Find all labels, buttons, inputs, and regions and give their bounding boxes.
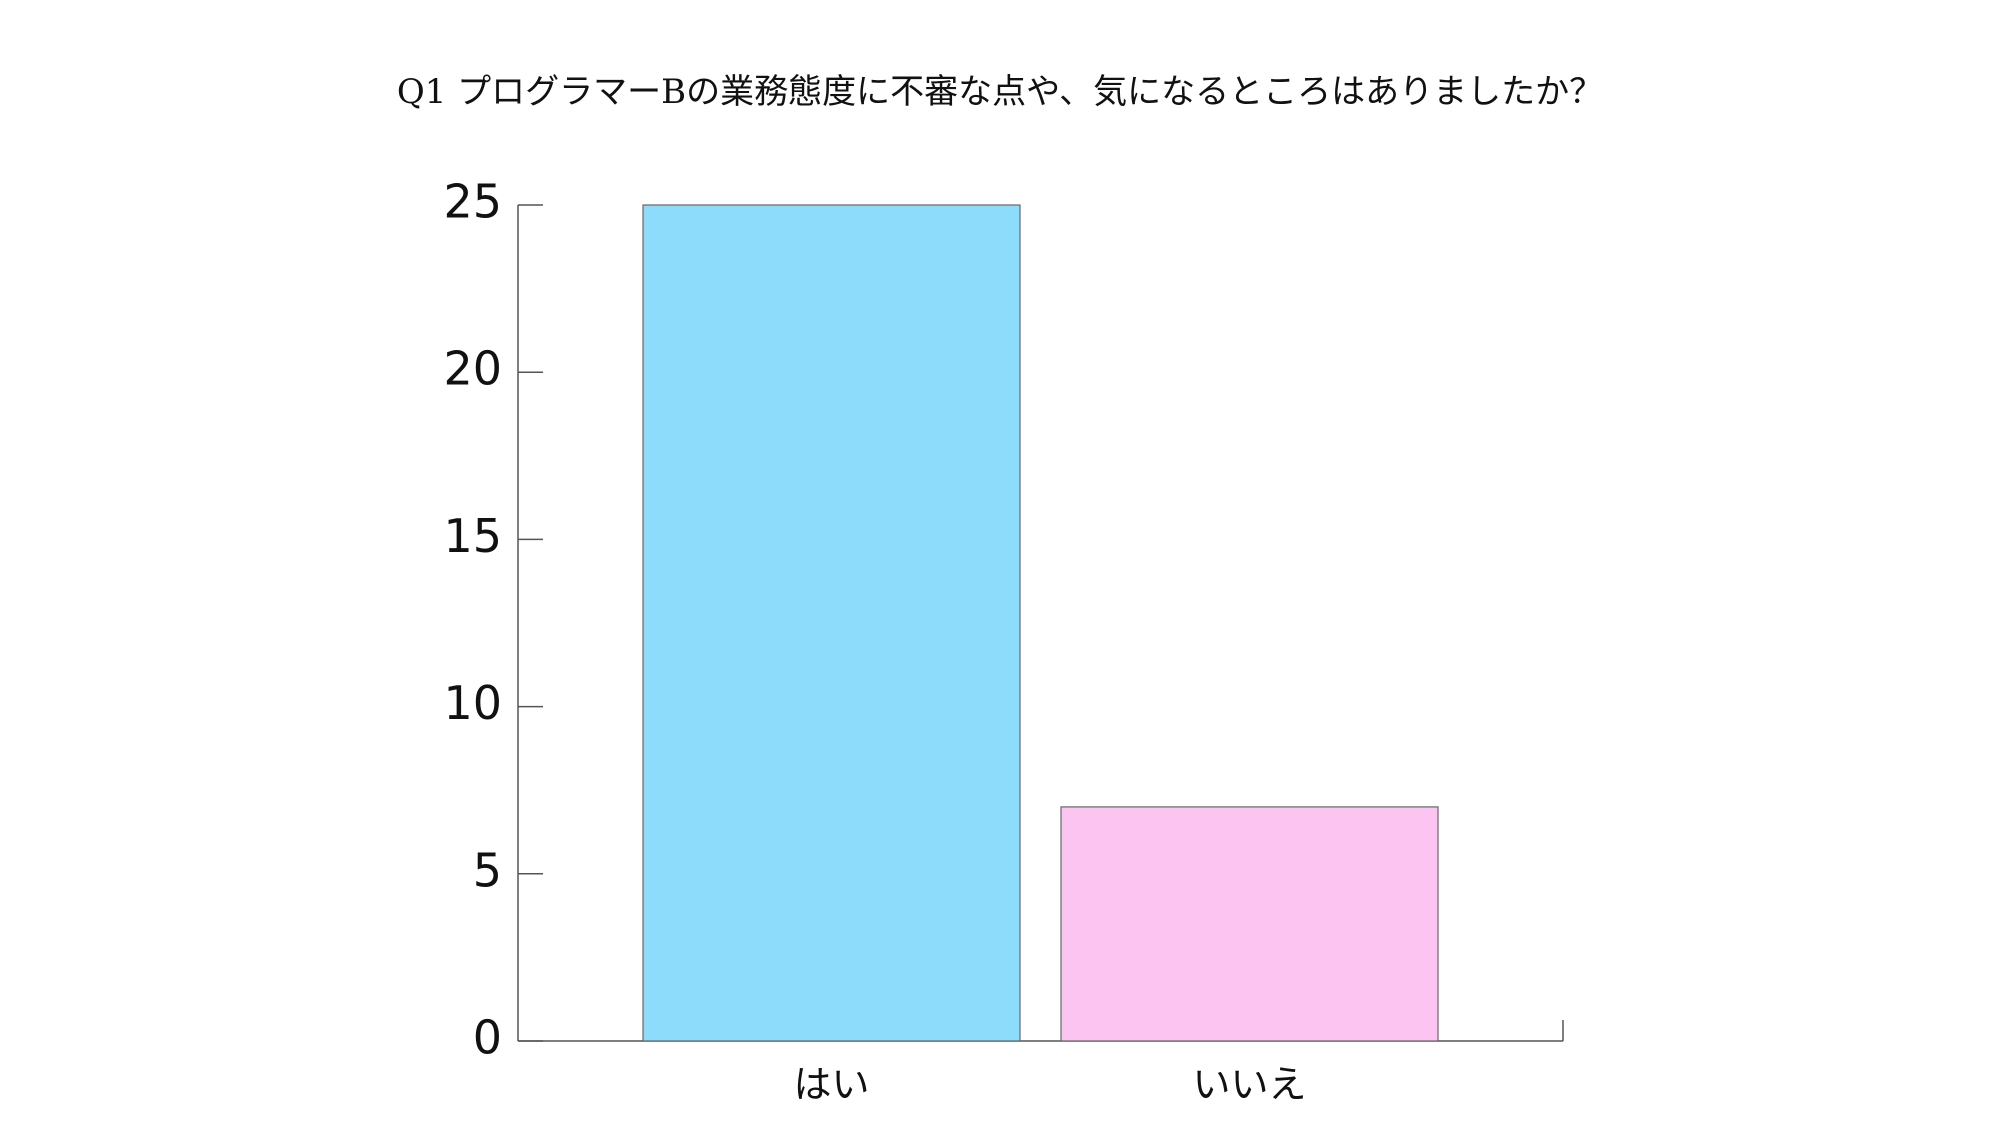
y-tick-label: 10 — [443, 676, 502, 730]
y-tick-label: 25 — [443, 175, 502, 229]
y-tick-label: 20 — [443, 342, 502, 396]
y-tick-label: 0 — [473, 1011, 502, 1065]
bar — [1060, 806, 1439, 1042]
chart-title: Q1 プログラマーBの業務態度に不審な点や、気になるところはありましたか？ — [397, 72, 1603, 112]
bar — [642, 204, 1021, 1042]
x-tick-label: はい — [793, 1063, 869, 1107]
y-tick-label: 5 — [473, 843, 502, 897]
x-tick-label: いいえ — [1192, 1063, 1306, 1107]
y-tick-label: 15 — [443, 509, 502, 563]
